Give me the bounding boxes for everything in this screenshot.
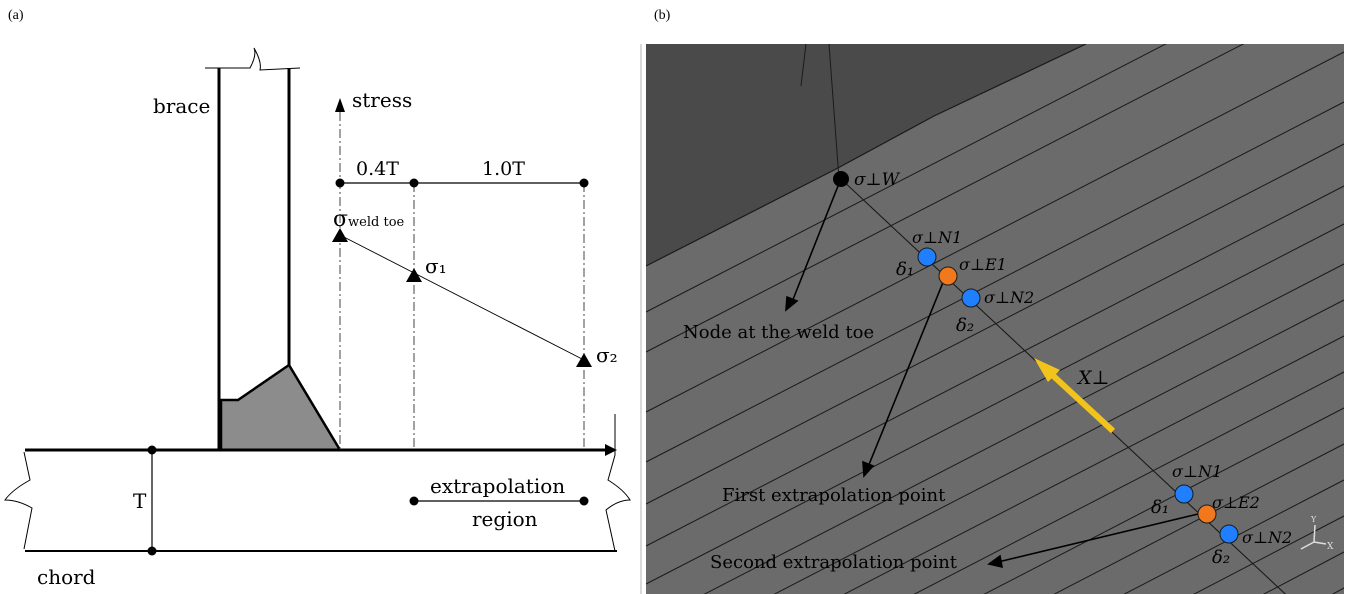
region-label: region — [472, 507, 538, 531]
panel-divider — [640, 44, 642, 594]
brace-label: brace — [153, 94, 210, 118]
chord-break-right — [606, 414, 630, 551]
chord-label: chord — [37, 565, 96, 589]
first-extrapolation-callout: First extrapolation point — [722, 485, 946, 506]
sigma-n2-bottom-label: σ⊥N2 — [1242, 528, 1292, 547]
dist-10t-label: 1.0T — [482, 158, 525, 180]
dim-dot-1 — [410, 179, 419, 188]
node-weld-toe-callout: Node at the weld toe — [683, 322, 874, 343]
sigma2-label: σ₂ — [596, 343, 618, 367]
x-perp-label: X⊥ — [1076, 367, 1109, 389]
node-n2-bottom — [1220, 525, 1238, 543]
delta2-bottom-label: δ₂ — [1212, 547, 1230, 568]
node-n1-bottom — [1175, 485, 1193, 503]
region-dot-start — [410, 497, 419, 506]
region-dot-end — [580, 497, 589, 506]
weld-schematic: brace stress 0.4T 1.0T σweld toe σ₁ σ₂ T… — [0, 0, 640, 594]
panel-label-b: (b) — [654, 8, 670, 24]
sigma-e1-label: σ⊥E1 — [959, 255, 1007, 274]
chord-break-left — [5, 452, 32, 549]
sigma-n2-top-label: σ⊥N2 — [984, 288, 1034, 307]
node-weld-toe — [833, 171, 849, 187]
delta1-bottom-label: δ₁ — [1151, 497, 1169, 518]
node-e1 — [939, 267, 957, 285]
stress-axis-arrowhead — [335, 98, 345, 112]
extrapolation-label: extrapolation — [430, 474, 565, 498]
sigma-w-label: σ⊥W — [854, 170, 901, 190]
delta1-top-label: δ₁ — [896, 259, 914, 280]
marker-sigma2 — [576, 353, 592, 367]
thickness-dot-top — [148, 446, 157, 455]
sigma-e2-label: σ⊥E2 — [1212, 493, 1260, 512]
sigma-n1-top-label: σ⊥N1 — [912, 228, 962, 247]
stress-label: stress — [352, 88, 412, 112]
node-n1-top — [918, 248, 936, 266]
delta2-top-label: δ₂ — [956, 315, 974, 336]
triad-y-label: Y — [1310, 515, 1317, 524]
dim-dot-0 — [336, 179, 345, 188]
thickness-label: T — [133, 489, 147, 513]
sigma-n1-bottom-label: σ⊥N1 — [1172, 462, 1222, 481]
node-n2-top — [962, 289, 980, 307]
brace-break-symbol — [205, 48, 300, 70]
dist-04t-label: 0.4T — [356, 158, 399, 180]
fe-mesh-view: σ⊥W σ⊥N1 δ₁ σ⊥E1 σ⊥N2 δ₂ X⊥ σ⊥N1 δ₁ σ⊥E2… — [646, 44, 1344, 594]
sigma-weld-toe-label: σweld toe — [333, 207, 405, 232]
triad-x-label: X — [1327, 542, 1334, 552]
sigma1-label: σ₁ — [425, 254, 447, 278]
dim-dot-2 — [580, 179, 589, 188]
weld-bead — [221, 365, 340, 450]
extrapolation-line — [340, 235, 584, 360]
thickness-dot-bottom — [148, 547, 157, 556]
second-extrapolation-callout: Second extrapolation point — [710, 552, 958, 573]
